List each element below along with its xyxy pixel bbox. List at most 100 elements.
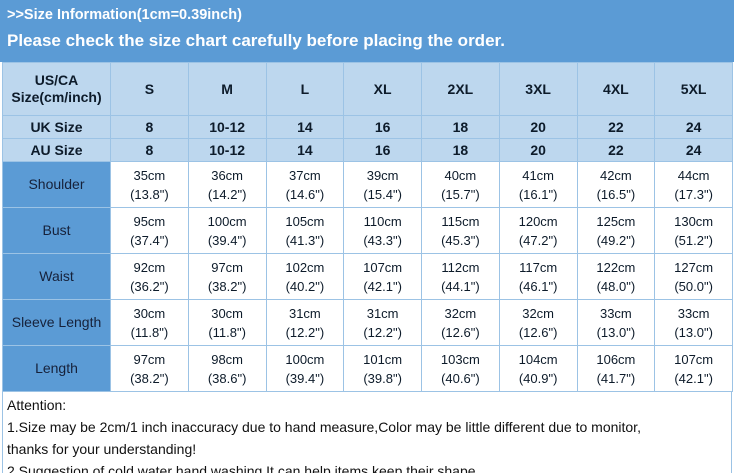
measurement-cell: 39cm (15.4")	[343, 161, 422, 208]
cell-cm: 30cm	[211, 305, 244, 321]
cell-cm: 103cm	[440, 351, 480, 367]
cell-value: 10-12	[187, 138, 267, 162]
cell-value: 14	[265, 115, 345, 139]
table-row: Sleeve Length 30cm (11.8") 30cm (11.8") 31…	[2, 299, 733, 346]
chart-banner: >>Size Information(1cm=0.39inch) Please …	[0, 0, 734, 62]
cell-inch: (40.2")	[285, 278, 325, 294]
cell-inch: (44.1")	[441, 278, 480, 294]
row-label: Sleeve Length	[2, 299, 111, 346]
size-column-header: 2XL	[421, 62, 500, 116]
size-column-header: M	[187, 62, 267, 116]
cell-inch: (42.1")	[363, 278, 402, 294]
measurement-cell: 110cm (43.3")	[343, 207, 422, 254]
row-label: Shoulder	[2, 161, 111, 208]
measurement-cell: 102cm (40.2")	[265, 253, 345, 300]
measurement-cell: 31cm (12.2")	[265, 299, 345, 346]
cell-cm: 97cm	[211, 259, 244, 275]
corner-label-line1: US/CA	[34, 72, 79, 88]
cell-cm: 130cm	[674, 213, 714, 229]
table-row: AU Size 8 10-12 14 16 18 20 22 24	[2, 138, 733, 162]
measurement-cell: 107cm (42.1")	[654, 345, 733, 392]
measurement-cell: 37cm (14.6")	[265, 161, 345, 208]
cell-inch: (49.2")	[596, 232, 636, 248]
measurement-cell: 42cm (16.5")	[576, 161, 656, 208]
cell-cm: 31cm	[288, 305, 321, 321]
cell-inch: (15.4")	[363, 186, 402, 202]
measurement-cell: 41cm (16.1")	[498, 161, 578, 208]
attention-line: 2.Suggestion of cold water hand washing.…	[7, 463, 480, 473]
cell-cm: 100cm	[285, 351, 325, 367]
cell-inch: (13.0")	[596, 324, 636, 340]
size-table: US/CA Size(cm/inch) S M L XL 2XL 3XL 4XL…	[2, 62, 733, 392]
cell-cm: 106cm	[596, 351, 636, 367]
measurement-cell: 115cm (45.3")	[421, 207, 500, 254]
cell-inch: (36.2")	[130, 278, 169, 294]
measurement-cell: 44cm (17.3")	[654, 161, 733, 208]
measurement-cell: 33cm (13.0")	[576, 299, 656, 346]
measurement-cell: 98cm (38.6")	[187, 345, 267, 392]
cell-cm: 36cm	[211, 167, 244, 183]
cell-value: 22	[576, 138, 656, 162]
cell-value: 24	[654, 115, 733, 139]
size-column-header: 4XL	[576, 62, 656, 116]
cell-cm: 100cm	[207, 213, 247, 229]
cell-cm: 107cm	[363, 259, 403, 275]
cell-cm: 40cm	[444, 167, 477, 183]
size-column-header: L	[265, 62, 345, 116]
measurement-cell: 104cm (40.9")	[498, 345, 578, 392]
row-label: Bust	[2, 207, 111, 254]
measurement-cell: 127cm (50.0")	[654, 253, 733, 300]
cell-cm: 125cm	[596, 213, 636, 229]
measurement-cell: 117cm (46.1")	[498, 253, 578, 300]
size-column-header: 5XL	[654, 62, 733, 116]
cell-inch: (37.4")	[130, 232, 169, 248]
cell-cm: 98cm	[211, 351, 244, 367]
measurement-cell: 125cm (49.2")	[576, 207, 656, 254]
cell-value: 24	[654, 138, 733, 162]
cell-cm: 41cm	[522, 167, 555, 183]
cell-inch: (16.1")	[518, 186, 558, 202]
cell-inch: (40.6")	[441, 370, 480, 386]
cell-inch: (41.7")	[596, 370, 636, 386]
cell-value: 8	[110, 115, 189, 139]
cell-cm: 117cm	[519, 259, 558, 275]
measurement-cell: 120cm (47.2")	[498, 207, 578, 254]
cell-value: 14	[265, 138, 345, 162]
cell-inch: (42.1")	[674, 370, 713, 386]
cell-value: 8	[110, 138, 189, 162]
measurement-cell: 107cm (42.1")	[343, 253, 422, 300]
cell-value: 20	[498, 115, 578, 139]
measurement-cell: 31cm (12.2")	[343, 299, 422, 346]
cell-inch: (14.6")	[285, 186, 325, 202]
size-chart-instruction: Please check the size chart carefully be…	[7, 31, 505, 50]
cell-cm: 31cm	[366, 305, 399, 321]
table-row: Bust 95cm (37.4") 100cm (39.4") 105cm (41.3…	[2, 207, 733, 254]
cell-inch: (39.8")	[363, 370, 402, 386]
cell-inch: (13.0")	[674, 324, 713, 340]
attention-heading: Attention:	[7, 397, 67, 413]
cell-cm: 105cm	[285, 213, 325, 229]
cell-cm: 32cm	[444, 305, 477, 321]
row-label: Waist	[2, 253, 111, 300]
measurement-cell: 97cm (38.2")	[110, 345, 189, 392]
cell-cm: 33cm	[599, 305, 632, 321]
cell-inch: (50.0")	[674, 278, 713, 294]
measurement-cell: 30cm (11.8")	[110, 299, 189, 346]
cell-cm: 97cm	[133, 351, 166, 367]
size-column-header: S	[110, 62, 189, 116]
cell-inch: (38.6")	[207, 370, 247, 386]
cell-value: 22	[576, 115, 656, 139]
cell-inch: (12.2")	[285, 324, 325, 340]
table-row: Length 97cm (38.2") 98cm (38.6") 100cm (39.…	[2, 345, 733, 392]
size-column-header: 3XL	[498, 62, 578, 116]
attention-line: thanks for your understanding!	[7, 441, 197, 457]
cell-cm: 33cm	[677, 305, 710, 321]
cell-cm: 42cm	[599, 167, 632, 183]
cell-inch: (13.8")	[130, 186, 169, 202]
measurement-cell: 40cm (15.7")	[421, 161, 500, 208]
measurement-cell: 32cm (12.6")	[421, 299, 500, 346]
cell-cm: 120cm	[518, 213, 558, 229]
cell-inch: (48.0")	[596, 278, 636, 294]
cell-inch: (39.4")	[285, 370, 325, 386]
cell-cm: 127cm	[674, 259, 714, 275]
